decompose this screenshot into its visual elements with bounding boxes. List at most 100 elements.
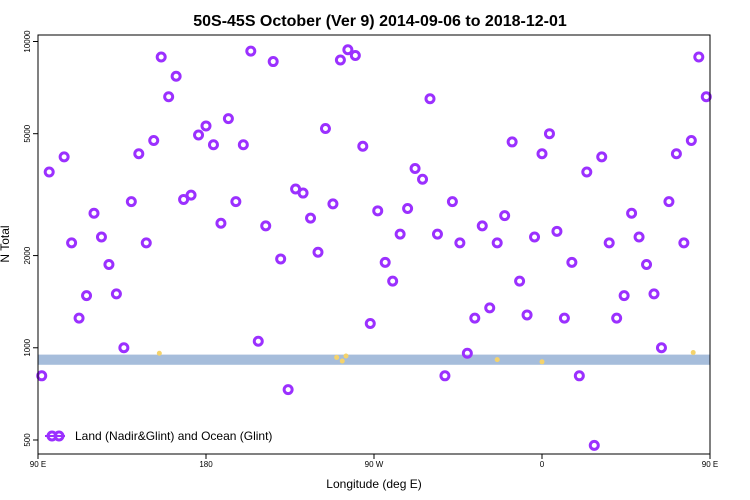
data-point xyxy=(521,309,533,321)
data-point xyxy=(379,256,391,268)
data-point-secondary xyxy=(539,359,545,365)
data-point xyxy=(417,173,429,185)
x-tick-label: 90 W xyxy=(365,460,384,469)
data-point xyxy=(506,136,518,148)
data-point xyxy=(611,312,623,324)
band-layer xyxy=(38,354,710,365)
data-point xyxy=(36,370,48,382)
legend-marker xyxy=(53,430,65,442)
data-point xyxy=(409,162,421,174)
data-point xyxy=(655,342,667,354)
points-layer xyxy=(36,44,712,451)
data-point xyxy=(670,148,682,160)
plot-frame xyxy=(37,34,711,455)
data-point xyxy=(618,290,630,302)
data-point-secondary xyxy=(690,350,696,356)
data-point xyxy=(155,51,167,63)
data-point xyxy=(454,237,466,249)
legend-label: Land (Nadir&Glint) and Ocean (Glint) xyxy=(75,429,272,443)
data-point xyxy=(327,198,339,210)
chart-title: 50S-45S October (Ver 9) 2014-09-06 to 20… xyxy=(193,13,567,30)
data-point xyxy=(596,151,608,163)
data-point-secondary xyxy=(156,350,162,356)
data-point xyxy=(678,237,690,249)
data-point xyxy=(163,91,175,103)
data-point xyxy=(439,370,451,382)
data-point xyxy=(95,231,107,243)
y-axis: 500 1000 2000 5000 10000 xyxy=(23,30,38,447)
data-point xyxy=(529,231,541,243)
data-point xyxy=(297,187,309,199)
data-point xyxy=(484,302,496,314)
data-point xyxy=(431,228,443,240)
data-point xyxy=(312,246,324,258)
data-point-secondary xyxy=(334,354,340,360)
data-point xyxy=(581,166,593,178)
data-point xyxy=(402,202,414,214)
data-point xyxy=(140,237,152,249)
data-point-secondary xyxy=(494,357,500,363)
data-point xyxy=(245,45,257,57)
legend: Land (Nadir&Glint) and Ocean (Glint) xyxy=(45,429,272,443)
data-point xyxy=(491,237,503,249)
data-point xyxy=(566,256,578,268)
data-point xyxy=(536,148,548,160)
data-point xyxy=(170,70,182,82)
data-point xyxy=(342,44,354,56)
data-point xyxy=(110,288,122,300)
data-point xyxy=(461,347,473,359)
data-point xyxy=(543,128,555,140)
data-point xyxy=(387,275,399,287)
data-point xyxy=(230,196,242,208)
data-point-secondary xyxy=(343,353,349,359)
data-point xyxy=(514,275,526,287)
data-point xyxy=(103,259,115,271)
data-point xyxy=(372,205,384,217)
x-tick-label: 90 E xyxy=(30,460,46,469)
data-point xyxy=(222,113,234,125)
data-point xyxy=(558,312,570,324)
data-point xyxy=(260,220,272,232)
data-point xyxy=(200,120,212,132)
data-point xyxy=(148,135,160,147)
data-point xyxy=(573,370,585,382)
data-point xyxy=(43,166,55,178)
data-point xyxy=(446,196,458,208)
data-point xyxy=(73,312,85,324)
data-point xyxy=(700,91,712,103)
data-point xyxy=(648,288,660,300)
data-point xyxy=(693,51,705,63)
data-point xyxy=(626,207,638,219)
y-axis-label: N Total xyxy=(0,225,12,262)
y-tick-label: 2000 xyxy=(23,246,32,264)
data-point xyxy=(178,193,190,205)
x-tick-label: 180 xyxy=(199,460,213,469)
data-point xyxy=(685,135,697,147)
data-point xyxy=(185,189,197,201)
data-point xyxy=(663,196,675,208)
data-point xyxy=(319,122,331,134)
data-point xyxy=(282,384,294,396)
data-point xyxy=(334,54,346,66)
data-point xyxy=(349,50,361,62)
data-point xyxy=(66,237,78,249)
data-point xyxy=(267,56,279,68)
y-tick-label: 1000 xyxy=(23,338,32,356)
data-point xyxy=(193,129,205,141)
data-point xyxy=(551,225,563,237)
data-point xyxy=(252,335,264,347)
data-point xyxy=(633,231,645,243)
data-point-secondary xyxy=(339,358,345,364)
y-tick-label: 5000 xyxy=(23,124,32,142)
data-point xyxy=(364,318,376,330)
y-tick-label: 500 xyxy=(23,433,32,447)
x-axis: 90 E 180 90 W 0 90 E xyxy=(30,454,718,469)
y-tick-label: 10000 xyxy=(23,30,32,53)
data-point xyxy=(641,259,653,271)
data-point xyxy=(275,253,287,265)
data-point xyxy=(88,207,100,219)
x-tick-label: 90 E xyxy=(702,460,718,469)
x-axis-label: Longitude (deg E) xyxy=(326,477,421,491)
data-point xyxy=(424,93,436,105)
